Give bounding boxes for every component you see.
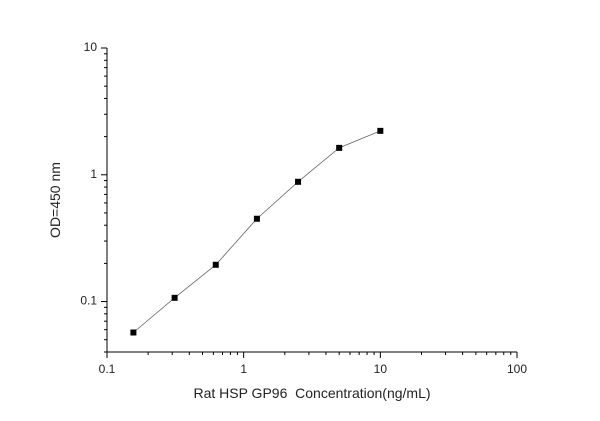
y-tick-label: 10 [84,40,98,54]
series-line [133,130,381,333]
x-axis-title: Rat HSP GP96 Concentration(ng/mL) [193,385,430,401]
data-point [130,329,137,336]
data-point [253,215,260,222]
x-tick-label: 0.1 [99,362,116,376]
y-tick-label: 0.1 [80,294,97,308]
data-point [377,127,384,134]
x-tick-label: 100 [507,362,527,376]
y-tick-label: 1 [90,167,97,181]
data-point [336,144,343,151]
data-point [295,178,302,185]
y-axis-title: OD=450 nm [47,162,63,238]
data-point [212,261,219,268]
x-tick-label: 10 [374,362,388,376]
data-point [171,294,178,301]
x-tick-label: 1 [240,362,247,376]
